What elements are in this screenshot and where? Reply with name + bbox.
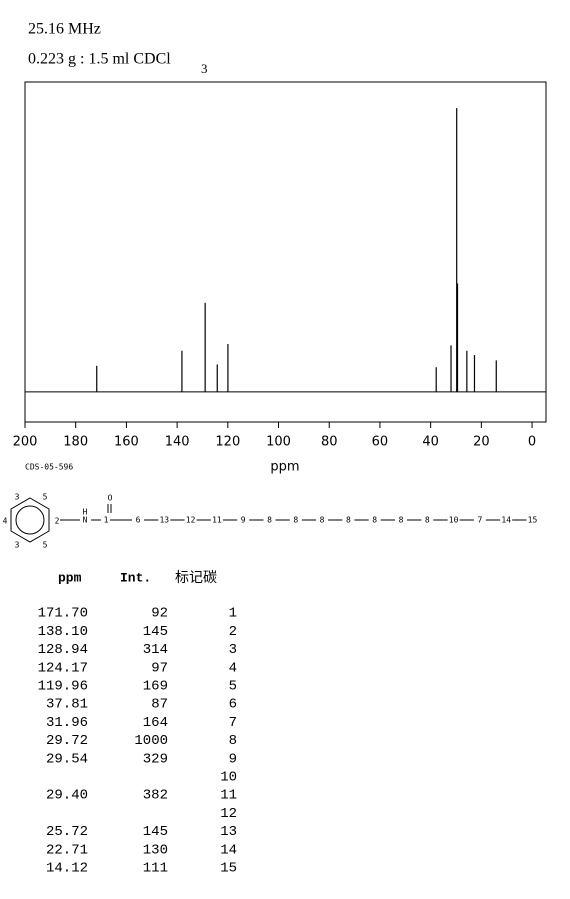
chain-label: 8 <box>425 516 430 525</box>
ppm-cell: 31.96 <box>46 715 88 731</box>
carbon-cell: 6 <box>229 697 237 713</box>
ppm-cell: 29.40 <box>46 788 88 804</box>
ppm-cell: 22.71 <box>46 842 88 858</box>
sample-subscript: 3 <box>201 61 208 76</box>
x-tick-label: 60 <box>372 435 389 450</box>
chain-label: 11 <box>212 516 222 525</box>
chain-label: 8 <box>267 516 272 525</box>
ppm-cell: 124.17 <box>38 660 88 676</box>
chain-label: 14 <box>501 516 511 525</box>
intensity-cell: 87 <box>151 697 168 713</box>
intensity-cell: 130 <box>143 842 168 858</box>
carbon-cell: 7 <box>229 715 237 731</box>
chain-label: 15 <box>528 516 538 525</box>
carbon-cell: 15 <box>220 861 237 877</box>
carbon-cell: 8 <box>229 733 237 749</box>
chain-label: 8 <box>372 516 377 525</box>
hydrogen: H <box>83 508 88 517</box>
x-tick-label: 140 <box>165 435 190 450</box>
ring-label: 4 <box>3 517 8 526</box>
x-tick-label: 80 <box>321 435 338 450</box>
intensity-cell: 145 <box>143 824 168 840</box>
x-tick-label: 160 <box>114 435 139 450</box>
ppm-cell: 119.96 <box>38 679 88 695</box>
intensity-cell: 145 <box>143 624 168 640</box>
intensity-cell: 92 <box>151 606 168 622</box>
x-tick-label: 40 <box>422 435 439 450</box>
carbonyl-label: 1 <box>104 516 109 525</box>
ring-label: 5 <box>43 493 48 502</box>
oxygen: O <box>108 494 113 503</box>
ppm-cell: 29.54 <box>46 751 88 767</box>
column-header: ppm <box>58 570 82 585</box>
carbon-cell: 13 <box>220 824 237 840</box>
chain-label: 10 <box>449 516 459 525</box>
ppm-cell: 128.94 <box>38 642 88 658</box>
intensity-cell: 164 <box>143 715 168 731</box>
benzene-ring <box>10 497 50 543</box>
intensity-cell: 111 <box>143 861 168 877</box>
chain-label: 13 <box>159 516 169 525</box>
ring-label: 3 <box>15 541 20 550</box>
ring-label: 2 <box>55 517 60 526</box>
x-tick-label: 20 <box>473 435 490 450</box>
plot-frame <box>24 81 547 423</box>
x-tick-label: 180 <box>63 435 88 450</box>
column-header: Int. <box>120 570 151 585</box>
chain-label: 8 <box>293 516 298 525</box>
carbon-cell: 5 <box>229 679 237 695</box>
chain-label: 12 <box>186 516 196 525</box>
chain-label: 8 <box>399 516 404 525</box>
carbon-cell: 11 <box>220 788 237 804</box>
intensity-cell: 382 <box>143 788 168 804</box>
intensity-cell: 1000 <box>134 733 168 749</box>
carbon-cell: 9 <box>229 751 237 767</box>
chain-label: 7 <box>477 516 482 525</box>
x-axis-label: ppm <box>270 460 299 475</box>
x-tick-label: 0 <box>528 435 536 450</box>
ppm-cell: 25.72 <box>46 824 88 840</box>
column-header: 标记碳 <box>175 570 217 586</box>
carbon-cell: 10 <box>220 770 237 786</box>
carbon-cell: 2 <box>229 624 237 640</box>
carbon-cell: 14 <box>220 842 237 858</box>
ppm-cell: 171.70 <box>38 606 88 622</box>
intensity-cell: 169 <box>143 679 168 695</box>
chain-label: 6 <box>136 516 141 525</box>
ring-label: 5 <box>43 541 48 550</box>
sample: 0.223 g : 1.5 ml CDCl <box>28 51 171 68</box>
chain-label: 8 <box>320 516 325 525</box>
carbon-cell: 12 <box>220 806 237 822</box>
frequency: 25.16 MHz <box>28 21 101 38</box>
chain-label: 8 <box>346 516 351 525</box>
ppm-cell: 29.72 <box>46 733 88 749</box>
carbon-cell: 1 <box>229 606 237 622</box>
carbon-cell: 4 <box>229 660 237 676</box>
chain-label: 9 <box>241 516 246 525</box>
nitrogen: N <box>83 516 88 525</box>
ppm-cell: 138.10 <box>38 624 88 640</box>
intensity-cell: 97 <box>151 660 168 676</box>
ppm-cell: 37.81 <box>46 697 88 713</box>
aromatic-circle <box>15 505 45 535</box>
x-tick-label: 100 <box>266 435 291 450</box>
ppm-cell: 14.12 <box>46 861 88 877</box>
x-tick-label: 200 <box>13 435 38 450</box>
spectrum-code: CDS-05-596 <box>25 463 73 472</box>
structure <box>10 497 112 543</box>
ring-label: 3 <box>15 493 20 502</box>
intensity-cell: 314 <box>143 642 168 658</box>
x-tick-label: 120 <box>215 435 240 450</box>
carbon-cell: 3 <box>229 642 237 658</box>
intensity-cell: 329 <box>143 751 168 767</box>
